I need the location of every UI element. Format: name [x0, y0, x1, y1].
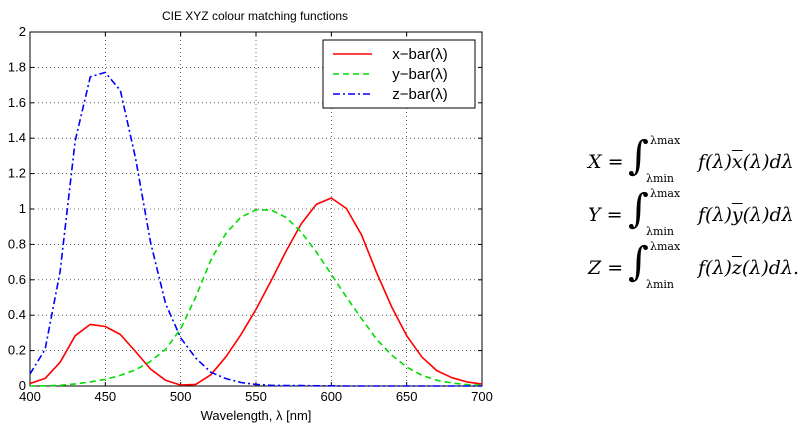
x-tick-label: 450 [94, 389, 116, 404]
y-tick-label: 0.2 [8, 343, 26, 358]
axis-ticks: 400 450 500 550 600 650 700 0 0.2 0.4 0.6 0.8 1 1.2 1.… [8, 24, 493, 404]
x-tick-label: 550 [245, 389, 267, 404]
equation-y-integrand-tail: (λ)dλ [742, 204, 794, 226]
series-line-y-bar [29, 209, 483, 387]
series-line-x-bar [29, 197, 483, 386]
equation-y-integrand-f: f(λ) [698, 204, 732, 226]
equation-y-upper-limit: λmax [650, 187, 681, 200]
y-tick-label: 0.8 [8, 236, 26, 251]
integral-sign-icon: ∫ [628, 133, 649, 179]
cmf-chart: CIE XYZ colour matching functions 400 450… [8, 9, 493, 423]
y-tick-label: 0 [19, 378, 26, 393]
series-line-z-bar [29, 71, 482, 387]
x-tick-label: 600 [320, 389, 342, 404]
equation-x-integrand-tail: (λ)dλ [742, 151, 794, 173]
equation-x-lower-limit: λmin [646, 172, 675, 185]
y-tick-label: 1.6 [8, 95, 26, 110]
equation-z-lhs: Z [588, 257, 602, 279]
equation-y-lower-limit: λmin [646, 225, 675, 238]
equation-x-bar-symbol: x [731, 151, 743, 173]
integral-sign-icon: ∫ [628, 239, 649, 285]
x-tick-label: 650 [396, 389, 418, 404]
chart-title: CIE XYZ colour matching functions [162, 9, 348, 23]
y-tick-label: 0.6 [8, 272, 26, 287]
equation-z-lower-limit: λmin [646, 278, 675, 291]
equation-z-bar-symbol: z [731, 257, 742, 279]
series-lines [29, 71, 483, 387]
legend-label: z−bar(λ) [392, 86, 447, 103]
x-tick-label: 700 [471, 389, 493, 404]
y-tick-label: 1.2 [8, 166, 26, 181]
equation-y-lhs: Y [588, 204, 601, 226]
equation-z-upper-limit: λmax [650, 240, 681, 253]
x-tick-label: 500 [170, 389, 192, 404]
equation-x-upper-limit: λmax [650, 134, 681, 147]
y-tick-label: 1.8 [8, 59, 26, 74]
legend-label: x−bar(λ) [392, 46, 447, 63]
equation-y-bar-symbol: y [731, 204, 743, 226]
y-tick-label: 2 [19, 24, 26, 39]
y-tick-label: 0.4 [8, 307, 26, 322]
y-tick-label: 1 [19, 201, 26, 216]
y-tick-label: 1.4 [8, 130, 26, 145]
x-tick-label: 400 [19, 389, 41, 404]
equation-z-integrand-tail: (λ)dλ. [741, 257, 800, 279]
legend: x−bar(λ) y−bar(λ) z−bar(λ) [322, 39, 476, 109]
x-axis-label: Wavelength, λ [nm] [201, 408, 312, 423]
equation-x-lhs: X [588, 151, 602, 173]
equation-x-integrand-f: f(λ) [698, 151, 732, 173]
integral-sign-icon: ∫ [628, 186, 649, 232]
equation-z-integrand-f: f(λ) [698, 257, 732, 279]
legend-label: y−bar(λ) [392, 66, 447, 83]
